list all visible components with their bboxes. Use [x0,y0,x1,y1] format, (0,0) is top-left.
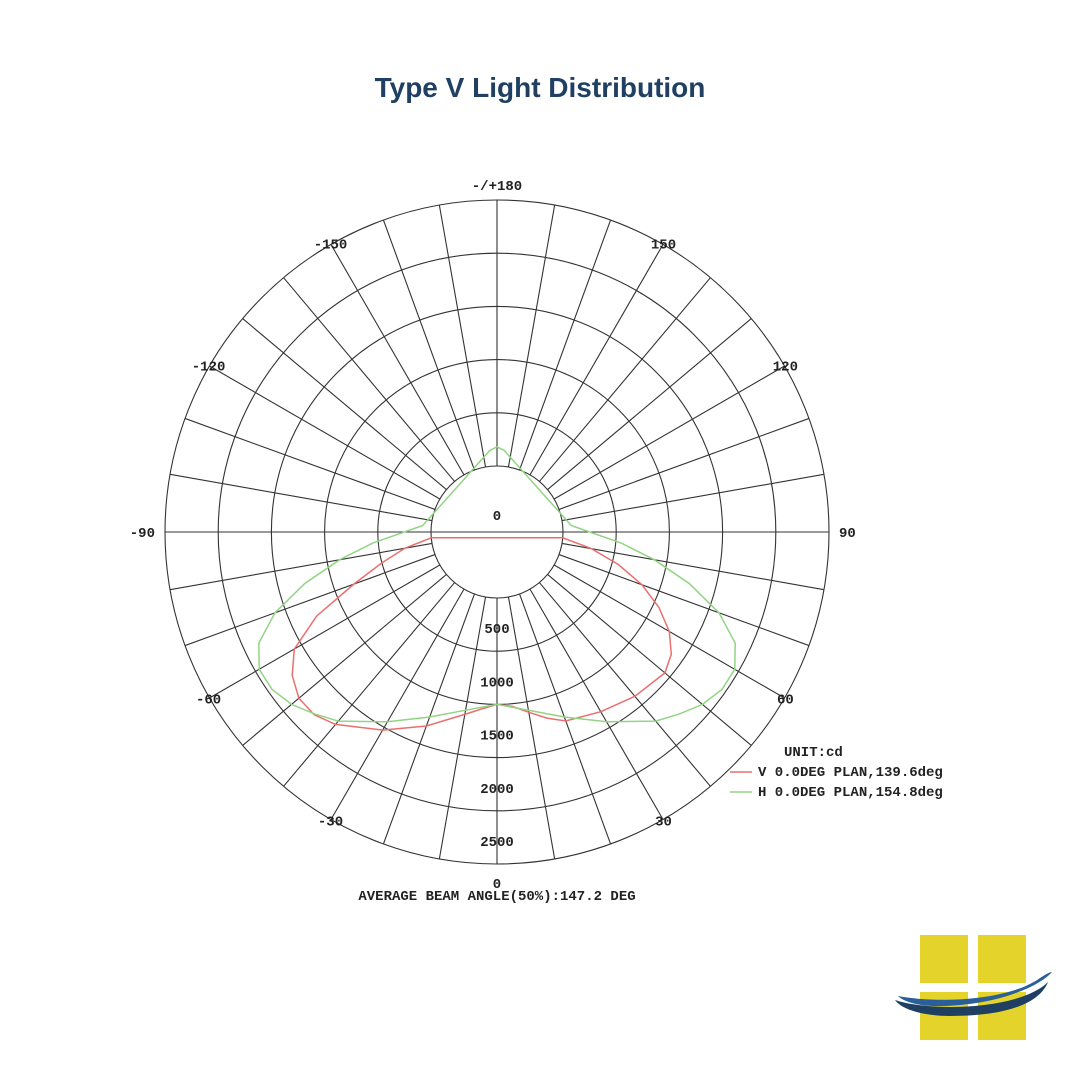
grid-spoke-200 [382,219,475,471]
grid-spoke-20 [519,593,612,845]
grid-spoke-280 [169,542,433,591]
grid-spoke-260 [169,473,433,522]
angle-label-150: 150 [651,238,676,254]
polar-grid [164,199,830,865]
chart-title: Type V Light Distribution [374,72,706,103]
grid-spoke-120 [553,365,785,500]
grid-spoke-240 [209,365,441,500]
radial-tick-2000: 2000 [480,782,514,798]
grid-spoke-350 [438,596,487,860]
radial-tick-2500: 2500 [480,835,514,851]
angle-label--60: -60 [196,693,221,709]
grid-spoke-140 [539,277,711,482]
radial-tick-0: 0 [493,509,501,525]
grid-spoke-70 [558,554,810,647]
radial-tick-1500: 1500 [480,729,514,745]
angle-label--150: -150 [314,238,348,254]
legend-entry-v: V 0.0DEG PLAN,139.6deg [758,765,943,781]
legend: UNIT:cd V 0.0DEG PLAN,139.6deg H 0.0DEG … [730,745,943,801]
grid-spoke-230 [242,318,447,490]
legend-entry-h: H 0.0DEG PLAN,154.8deg [758,785,943,801]
grid-spoke-220 [283,277,455,482]
angle-label--90: -90 [130,526,155,542]
radial-tick-1000: 1000 [480,675,514,691]
grid-spoke-160 [519,219,612,471]
angle-label-0: 0 [493,877,501,893]
grid-spoke-30 [529,588,664,820]
curve-layer [258,445,736,731]
grid-spoke-320 [283,582,455,787]
grid-spoke-340 [382,593,475,845]
grid-spoke-290 [184,554,436,647]
angle-label-90: 90 [839,526,856,542]
grid-spoke-10 [507,596,556,860]
beam-angle-footer: AVERAGE BEAM ANGLE(50%):147.2 DEG [358,889,635,905]
angle-label-30: 30 [655,814,672,830]
unit-label: UNIT:cd [784,745,843,761]
grid-spoke-50 [547,574,752,746]
grid-spoke-150 [529,244,664,476]
angle-label--30: -30 [318,814,343,830]
grid-spoke-310 [242,574,447,746]
radial-tick-500: 500 [484,622,509,638]
grid-spoke-110 [558,417,810,510]
angle-label--120: -120 [192,360,226,376]
grid-spoke-40 [539,582,711,787]
grid-spoke-80 [561,542,825,591]
grid-spoke-250 [184,417,436,510]
series-curve-1 [258,445,736,723]
angle-label-60: 60 [777,693,794,709]
grid-spoke-170 [507,204,556,468]
grid-spoke-210 [330,244,465,476]
grid-spoke-130 [547,318,752,490]
angle-label-120: 120 [773,360,798,376]
grid-spoke-100 [561,473,825,522]
grid-spoke-330 [330,588,465,820]
angle-label-180: -/+180 [472,179,522,195]
grid-spoke-190 [438,204,487,468]
label-layer: -/+180 -150 150 -120 120 -90 90 -60 60 -30 30 0 0 500… [130,179,856,893]
grid-spoke-300 [209,564,441,699]
series-curve-0 [291,537,673,731]
company-logo [895,935,1052,1040]
